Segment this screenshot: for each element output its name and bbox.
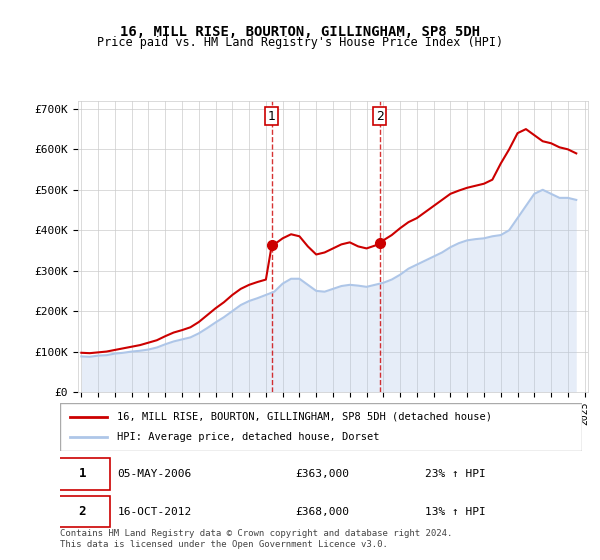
Text: £363,000: £363,000 bbox=[295, 469, 349, 479]
Text: 16, MILL RISE, BOURTON, GILLINGHAM, SP8 5DH (detached house): 16, MILL RISE, BOURTON, GILLINGHAM, SP8 … bbox=[118, 412, 493, 422]
Text: 16, MILL RISE, BOURTON, GILLINGHAM, SP8 5DH: 16, MILL RISE, BOURTON, GILLINGHAM, SP8 … bbox=[120, 25, 480, 39]
Text: 05-MAY-2006: 05-MAY-2006 bbox=[118, 469, 191, 479]
FancyBboxPatch shape bbox=[55, 496, 110, 528]
Text: Contains HM Land Registry data © Crown copyright and database right 2024.
This d: Contains HM Land Registry data © Crown c… bbox=[60, 529, 452, 549]
Text: 1: 1 bbox=[79, 467, 86, 480]
Text: HPI: Average price, detached house, Dorset: HPI: Average price, detached house, Dors… bbox=[118, 432, 380, 442]
Text: 2: 2 bbox=[376, 110, 384, 123]
FancyBboxPatch shape bbox=[55, 458, 110, 489]
Text: £368,000: £368,000 bbox=[295, 507, 349, 516]
Text: 1: 1 bbox=[268, 110, 276, 123]
Text: 2: 2 bbox=[79, 505, 86, 518]
Text: 13% ↑ HPI: 13% ↑ HPI bbox=[425, 507, 486, 516]
Text: 23% ↑ HPI: 23% ↑ HPI bbox=[425, 469, 486, 479]
Text: 16-OCT-2012: 16-OCT-2012 bbox=[118, 507, 191, 516]
FancyBboxPatch shape bbox=[60, 403, 582, 451]
Text: Price paid vs. HM Land Registry's House Price Index (HPI): Price paid vs. HM Land Registry's House … bbox=[97, 36, 503, 49]
